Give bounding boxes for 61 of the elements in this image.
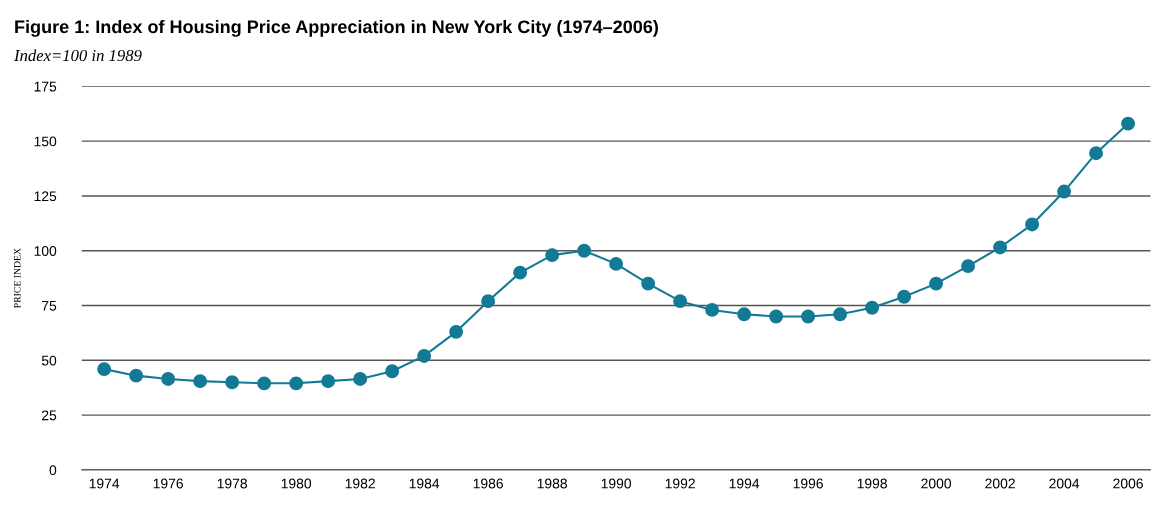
x-tick-label: 1992 [665,478,695,489]
point [481,294,496,309]
x-tick-label: 2000 [921,478,951,489]
point [801,309,816,324]
point [833,307,848,322]
x-tick-label: 1978 [217,478,247,489]
point [257,376,272,391]
x-tick-label: 1996 [793,478,823,489]
y-tick-label: 125 [34,191,57,202]
point [993,240,1008,255]
point [289,376,304,391]
x-tick-label: 1990 [601,478,632,489]
point [385,364,400,379]
y-tick-label: 50 [41,355,57,366]
x-tick-label: 1988 [537,478,567,489]
point [545,248,560,263]
x-tick-label: 2006 [1113,478,1143,489]
x-tick-label: 1986 [473,478,503,489]
point [737,307,752,322]
point [129,368,144,383]
x-tick-label: 1998 [857,478,887,489]
x-tick-label: 1974 [89,478,120,489]
y-tick-label: 150 [34,136,57,147]
y-tick-label: 75 [42,301,57,311]
chart-title: Figure 1: Index of Housing Price Appreciation in New York City (1974–2006) [15,19,658,37]
point [161,372,176,386]
point [1121,116,1136,131]
x-tick-label: 1982 [345,478,375,489]
x-tick-label: 2002 [985,478,1015,489]
point [193,374,208,389]
point [609,256,624,271]
point [1025,217,1040,232]
x-tick-label: 1994 [729,478,760,489]
x-tick-label: 1976 [153,478,183,489]
y-tick-label: 100 [34,246,57,256]
point [1089,146,1104,161]
point [353,372,368,386]
point [577,243,592,258]
x-tick-label: 1984 [409,478,440,489]
point [321,374,336,389]
point [1057,184,1072,199]
point [929,276,944,291]
point [225,375,240,390]
x-tick-label: 2004 [1049,478,1080,489]
point [865,300,880,315]
point [897,289,912,304]
point [705,302,720,317]
chart-subtitle: Index=100 in 1989 [13,49,142,62]
point [673,294,688,309]
y-tick-label: 0 [49,465,57,476]
y-tick-label: 175 [34,81,57,92]
point [961,259,976,274]
y-tick-label: 25 [42,410,57,421]
point [449,324,464,339]
point [769,309,784,324]
point [417,348,432,363]
point [513,265,528,280]
point [97,362,112,377]
point [641,276,656,291]
y-axis-title: PRICE INDEX [13,248,21,308]
x-tick-label: 1980 [281,478,312,489]
